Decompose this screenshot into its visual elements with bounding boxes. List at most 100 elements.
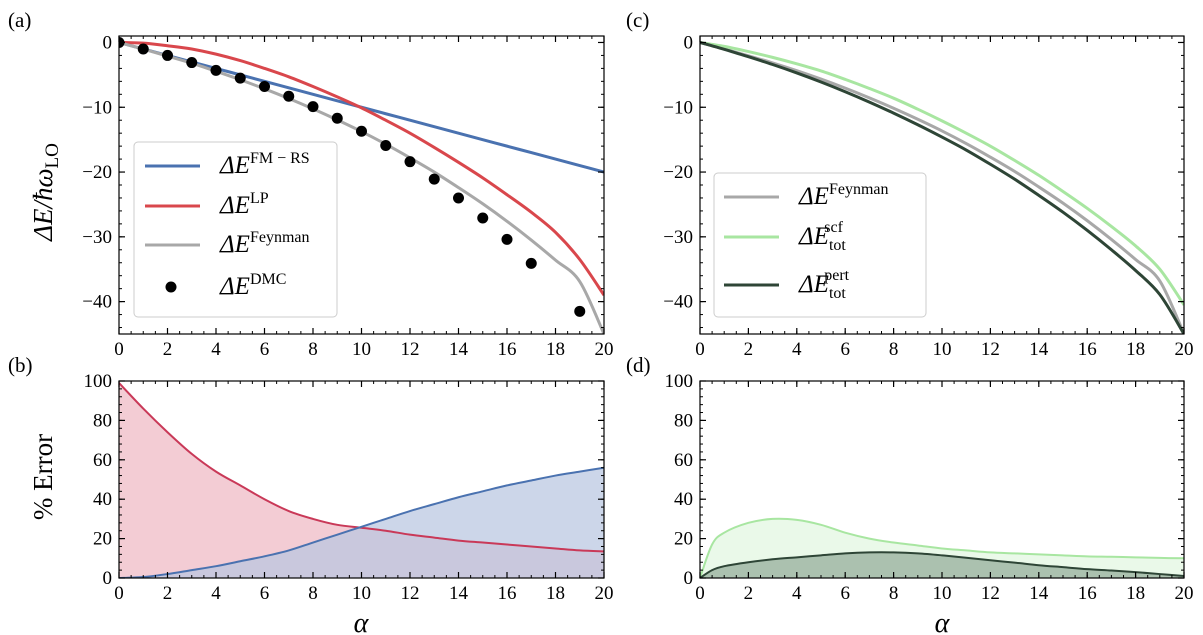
legend-label-sup: DMC (250, 271, 286, 288)
y-tick-label: 20 (93, 529, 112, 550)
series-line-pert (700, 41, 1184, 334)
y-tick-label: 40 (674, 489, 693, 510)
legend-label-main: ΔE (798, 183, 829, 210)
error-area-fill-1 (700, 552, 1184, 578)
y-tick-label: 100 (84, 371, 113, 392)
x-tick-label: 4 (792, 339, 802, 360)
legend-label: ΔEFeynman (219, 229, 310, 258)
dmc-point (477, 212, 489, 224)
panel-c: 0 2 4 6 8 10 12 14 16 18 200−10−20−30−40ΔEFeynmanΔ… (663, 32, 1193, 360)
dmc-point (356, 125, 367, 137)
x-tick-label: 4 (211, 339, 221, 360)
y-tick-label: 100 (665, 371, 694, 392)
dmc-point (428, 173, 440, 185)
legend-label-sup: Feynman (829, 181, 889, 198)
dmc-point (404, 156, 416, 168)
legend-label-sub: tot (829, 237, 846, 254)
legend-label-sup: LP (250, 190, 269, 207)
dmc-point (453, 192, 464, 204)
series-line-scf (700, 40, 1184, 306)
panel-d: 0 2 4 6 8 10 12 14 16 18 20 0 20 40 60 80 100 (665, 371, 1194, 604)
y-tick-label: −40 (663, 292, 693, 313)
legend-label: ΔEFM − RS (219, 150, 310, 179)
plot-frame (699, 380, 1185, 579)
x-tick-label: 14 (449, 339, 469, 360)
error-area-fill-1 (119, 467, 604, 578)
legend-label-main: ΔE (798, 223, 829, 250)
panel-b: 0 2 4 6 8 10 12 14 16 18 20 0 20 40 60 80 100 (84, 371, 614, 604)
panel-label-c: (c) (626, 8, 649, 32)
x-tick-label: 16 (498, 583, 517, 604)
x-tick-label: 10 (352, 583, 371, 604)
plot-area (119, 36, 604, 334)
x-tick-label: 0 (695, 339, 705, 360)
x-tick-label: 12 (401, 583, 420, 604)
dmc-point (162, 49, 173, 61)
plot-frame (699, 35, 1185, 335)
legend-label: ΔEtotscf (798, 219, 846, 254)
legend-box (133, 141, 338, 318)
y-axis-label-energy: ΔE/ħωLO (28, 143, 63, 242)
plot-frame (118, 35, 605, 335)
dmc-point (210, 64, 222, 76)
x-tick-label: 16 (498, 339, 517, 360)
legend-marker-dmc (165, 281, 177, 293)
dmc-point (501, 233, 513, 245)
y-tick-label: 0 (684, 32, 694, 53)
y-axis-label-error: % Error (28, 434, 58, 520)
x-tick-label: 6 (840, 583, 850, 604)
x-tick-label: 0 (695, 583, 705, 604)
error-line-1 (119, 466, 604, 578)
x-tick-label: 20 (1175, 583, 1194, 604)
x-tick-label: 8 (889, 339, 899, 360)
y-tick-label: −20 (82, 162, 112, 183)
y-tick-label: 60 (674, 450, 693, 471)
series-line-lp (119, 40, 604, 296)
dmc-point (525, 257, 537, 269)
dmc-point (380, 139, 392, 151)
legend-label-sup: pert (824, 267, 849, 284)
x-tick-label: 6 (260, 583, 270, 604)
error-line-1 (700, 551, 1184, 578)
x-tick-label: 18 (1126, 339, 1145, 360)
y-axis-label-energy-text: ΔE/ħω (28, 168, 58, 241)
legend-label-sup: FM − RS (250, 150, 310, 167)
legend-label: ΔELP (219, 190, 269, 219)
legend-label: ΔEFeynman (798, 181, 889, 210)
legend-label-main: ΔE (219, 192, 250, 219)
x-tick-label: 14 (449, 583, 469, 604)
x-tick-label: 14 (1029, 583, 1049, 604)
x-tick-label: 18 (546, 339, 565, 360)
x-tick-label: 8 (308, 339, 318, 360)
y-tick-label: 60 (93, 450, 112, 471)
x-tick-label: 12 (401, 339, 420, 360)
x-tick-label: 12 (981, 583, 1000, 604)
y-tick-label: 0 (684, 568, 694, 589)
dmc-point (283, 90, 295, 102)
x-tick-label: 14 (1029, 339, 1049, 360)
panel-label-a: (a) (8, 8, 31, 32)
x-tick-label: 8 (308, 583, 318, 604)
x-tick-label: 16 (1078, 583, 1097, 604)
panel-label-b: (b) (8, 353, 33, 377)
y-tick-label: 80 (674, 410, 693, 431)
legend-a: ΔEFM − RS ΔELP ΔEFeynman ΔE DMC (133, 141, 338, 318)
dmc-point (259, 81, 270, 93)
dmc-point (137, 43, 149, 55)
x-tick-label: 2 (163, 583, 173, 604)
y-tick-label: −30 (82, 227, 112, 248)
y-axis-label-energy-sub: LO (42, 143, 63, 168)
x-tick-label: 10 (352, 339, 371, 360)
dmc-point (331, 112, 343, 124)
legend-box (713, 172, 927, 318)
svg-text:ΔE/ħωLO: ΔE/ħωLO (28, 143, 63, 242)
x-tick-label: 0 (114, 583, 124, 604)
x-tick-label: 20 (595, 339, 614, 360)
x-tick-label: 4 (211, 583, 221, 604)
x-axis-label-left: α (354, 608, 370, 635)
x-tick-label: 2 (744, 583, 754, 604)
legend-label-main: ΔE (798, 271, 829, 298)
dmc-point (307, 101, 319, 113)
panel-label-d: (d) (626, 353, 651, 377)
